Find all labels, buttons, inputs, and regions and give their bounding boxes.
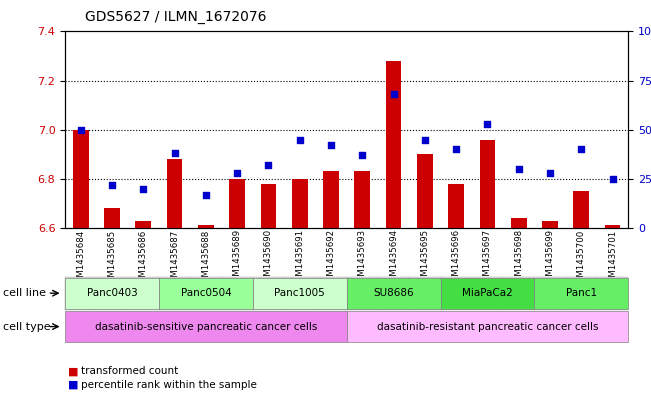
Point (357, 152, 368, 158)
Bar (386, 61, 402, 228)
Bar (73, 130, 89, 228)
Point (482, 121, 493, 127)
Bar (417, 154, 433, 228)
Point (514, 166, 524, 172)
Point (263, 162, 273, 168)
Text: cell line: cell line (3, 288, 46, 298)
Text: percentile rank within the sample: percentile rank within the sample (81, 380, 257, 390)
Bar (449, 184, 464, 228)
Bar (480, 140, 495, 228)
Bar (260, 184, 276, 228)
Text: ■: ■ (68, 380, 79, 390)
Point (451, 146, 462, 152)
Text: Panc0504: Panc0504 (180, 288, 231, 298)
Text: SU8686: SU8686 (373, 288, 414, 298)
Point (545, 170, 555, 176)
Point (420, 136, 430, 143)
Point (294, 136, 305, 143)
Text: MiaPaCa2: MiaPaCa2 (462, 288, 513, 298)
Point (169, 150, 180, 156)
Bar (292, 179, 307, 228)
Text: transformed count: transformed count (81, 366, 178, 376)
Point (138, 185, 148, 192)
Bar (511, 218, 527, 228)
Point (107, 182, 117, 188)
Point (326, 142, 336, 149)
Text: Panc0403: Panc0403 (87, 288, 137, 298)
Point (389, 91, 399, 97)
Bar (135, 220, 151, 228)
Text: Panc1005: Panc1005 (274, 288, 325, 298)
Point (76, 127, 86, 133)
Bar (198, 226, 214, 228)
Text: Panc1: Panc1 (566, 288, 597, 298)
Bar (542, 220, 558, 228)
Bar (229, 179, 245, 228)
Text: GDS5627 / ILMN_1672076: GDS5627 / ILMN_1672076 (85, 10, 266, 24)
Point (201, 191, 211, 198)
Text: ■: ■ (68, 366, 79, 376)
Bar (574, 191, 589, 228)
Bar (167, 159, 182, 228)
Bar (323, 171, 339, 228)
Bar (104, 208, 120, 228)
Text: cell type: cell type (3, 321, 51, 332)
Text: dasatinib-resistant pancreatic cancer cells: dasatinib-resistant pancreatic cancer ce… (377, 321, 598, 332)
Bar (355, 171, 370, 228)
Bar (605, 226, 620, 228)
Point (576, 146, 587, 152)
Point (607, 176, 618, 182)
Point (232, 170, 242, 176)
Text: dasatinib-sensitive pancreatic cancer cells: dasatinib-sensitive pancreatic cancer ce… (94, 321, 317, 332)
